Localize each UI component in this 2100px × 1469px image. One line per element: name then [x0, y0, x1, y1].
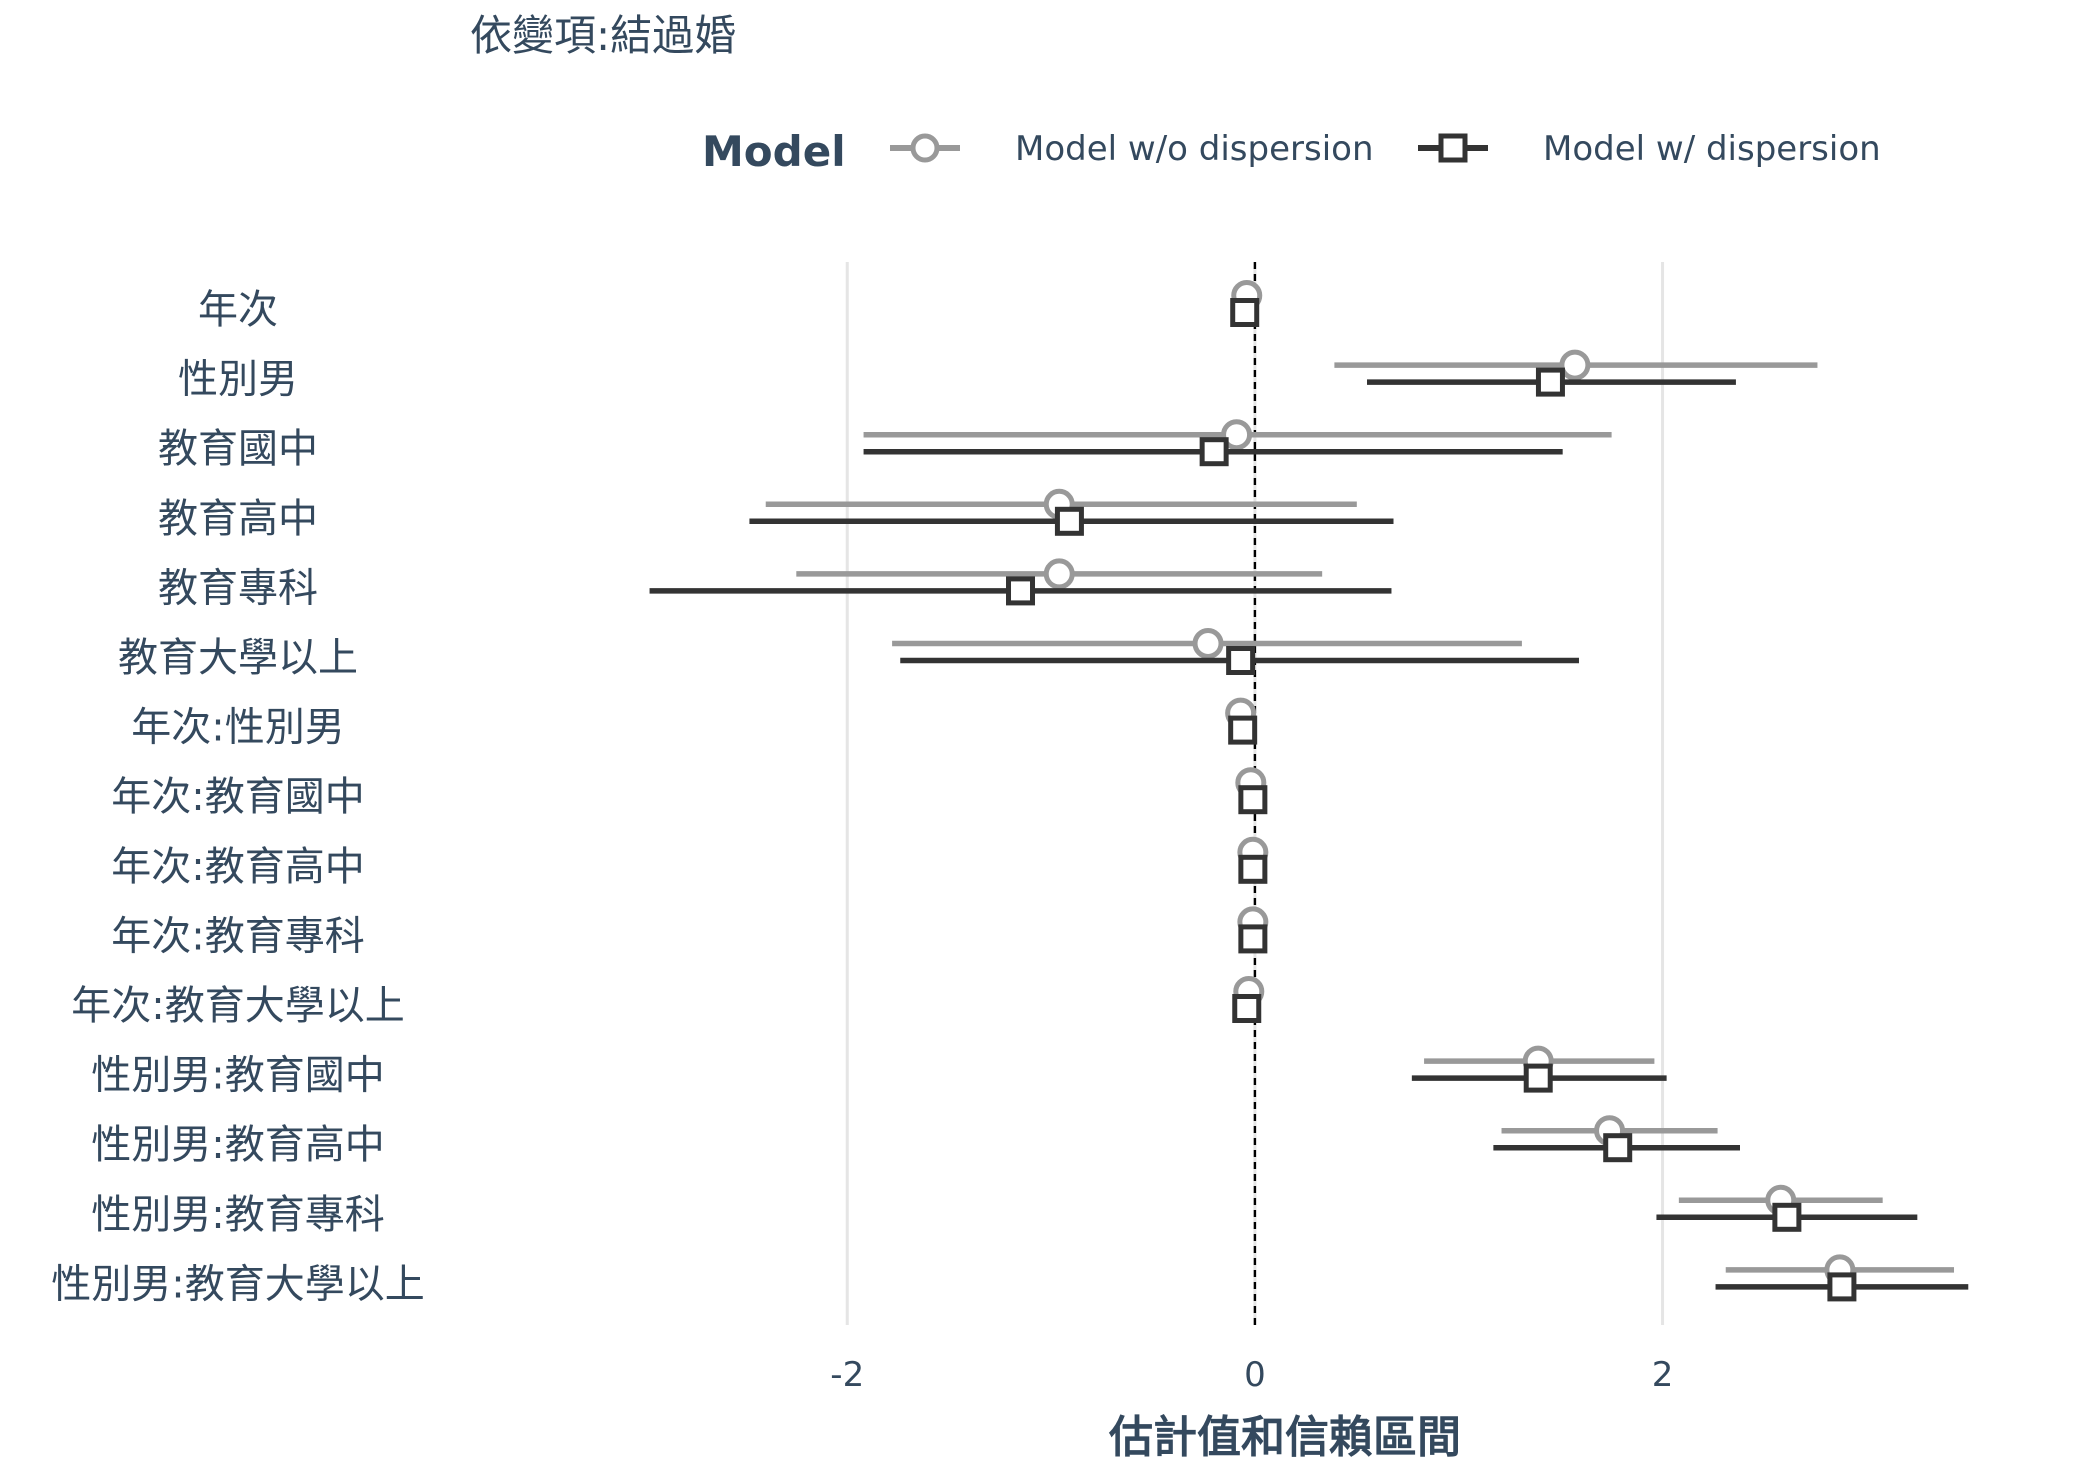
- legend-item-model-wo-dispersion: Model w/o dispersion: [890, 129, 1374, 169]
- legend-square-icon: [1438, 133, 1468, 163]
- y-tick-label: 年次:教育國中: [111, 774, 364, 820]
- y-tick-label: 年次:教育高中: [111, 844, 364, 890]
- x-axis-title: 估計值和信賴區間: [1108, 1412, 1461, 1463]
- point-estimate-square: [1603, 1133, 1633, 1163]
- y-axis-labels: 年次性別男教育國中教育高中教育專科教育大學以上年次:性別男年次:教育國中年次:教…: [51, 287, 424, 1307]
- y-tick-label: 年次:性別男: [131, 705, 344, 751]
- y-tick-label: 教育專科: [158, 565, 318, 611]
- point-estimate-square: [1006, 576, 1036, 606]
- y-tick-label: 性別男:教育專科: [91, 1192, 384, 1238]
- point-estimate-circle: [1192, 628, 1224, 659]
- y-tick-label: 年次: [198, 287, 278, 333]
- point-estimate-square: [1238, 785, 1268, 815]
- y-tick-label: 性別男: [178, 357, 298, 403]
- series-model-wo-dispersion: [765, 280, 1955, 1286]
- point-estimate-square: [1232, 994, 1262, 1023]
- point-estimate-square: [1535, 367, 1565, 397]
- y-tick-label: 教育高中: [158, 496, 318, 542]
- y-tick-label: 教育國中: [158, 426, 318, 472]
- legend: Model Model w/o dispersion Model w/ disp…: [702, 127, 1881, 176]
- point-estimate-square: [1230, 298, 1260, 327]
- point-estimate-square: [1772, 1202, 1802, 1232]
- point-estimate-square: [1523, 1063, 1553, 1093]
- x-tick-label: 0: [1244, 1355, 1266, 1395]
- x-tick-label: 2: [1652, 1355, 1674, 1395]
- y-tick-label: 年次:教育大學以上: [71, 983, 404, 1029]
- point-estimate-square: [1054, 506, 1084, 536]
- x-tick-label: -2: [830, 1355, 864, 1395]
- y-tick-label: 性別男:教育國中: [91, 1053, 384, 1099]
- y-tick-label: 教育大學以上: [118, 635, 358, 681]
- legend-label: Model w/o dispersion: [1015, 129, 1374, 169]
- point-estimate-square: [1238, 854, 1268, 884]
- point-estimate-square: [1199, 437, 1229, 467]
- y-tick-label: 年次:教育專科: [111, 913, 364, 959]
- point-estimate-square: [1238, 924, 1268, 954]
- legend-circle-icon: [910, 133, 940, 163]
- legend-item-model-w-dispersion: Model w/ dispersion: [1418, 129, 1881, 169]
- point-estimate-square: [1228, 715, 1258, 745]
- point-estimate-circle: [1559, 349, 1591, 381]
- legend-label: Model w/ dispersion: [1543, 129, 1881, 169]
- point-estimate-square: [1226, 646, 1256, 675]
- legend-title: Model: [702, 127, 846, 176]
- point-estimate-circle: [1221, 419, 1253, 451]
- series-model-w-dispersion: [649, 298, 1969, 1302]
- chart-title: 依變項:結過婚: [470, 11, 736, 60]
- y-tick-label: 性別男:教育大學以上: [51, 1261, 424, 1307]
- point-estimate-circle: [1043, 558, 1075, 590]
- point-estimate-square: [1827, 1272, 1857, 1302]
- y-tick-label: 性別男:教育高中: [91, 1122, 384, 1168]
- series-layer: [649, 280, 1969, 1302]
- x-axis-ticks: -2 0 2: [830, 1355, 1673, 1395]
